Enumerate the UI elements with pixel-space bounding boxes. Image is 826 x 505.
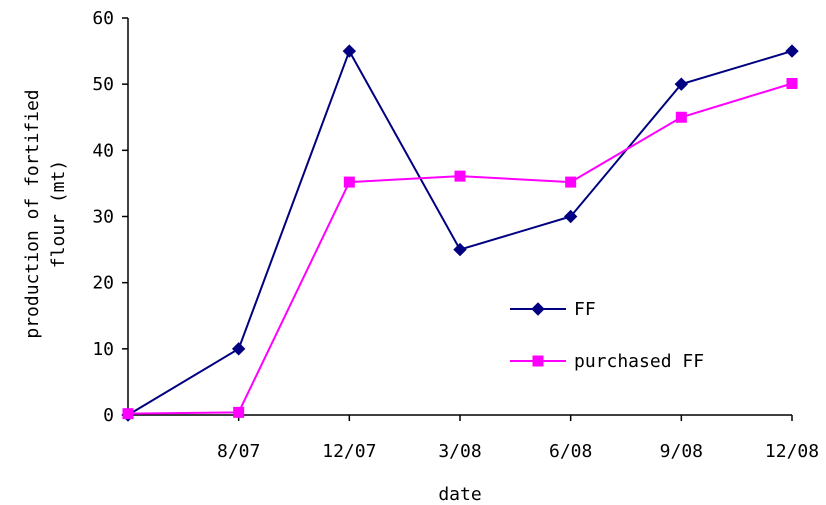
legend-item: FF xyxy=(510,299,596,320)
x-tick-label: 8/07 xyxy=(217,441,260,462)
data-point xyxy=(785,44,799,58)
x-tick-label: 12/08 xyxy=(765,441,819,462)
data-point xyxy=(454,170,466,182)
legend-item: purchased FF xyxy=(510,351,704,372)
data-point xyxy=(231,342,246,356)
legend-label: purchased FF xyxy=(574,351,704,372)
y-tick-label: 10 xyxy=(92,339,114,360)
data-point xyxy=(343,176,355,188)
y-axis-title-line-2: flour (mt) xyxy=(48,160,69,268)
x-tick-label: 3/08 xyxy=(438,441,481,462)
data-point xyxy=(786,78,798,90)
legend-marker xyxy=(531,302,545,316)
data-point xyxy=(233,406,245,418)
series-1 xyxy=(122,78,798,420)
legend-marker xyxy=(532,355,544,367)
x-tick-label: 9/08 xyxy=(660,441,703,462)
y-axis-title-line-1: production of fortified xyxy=(22,89,43,338)
x-axis-ticks: 8/07 12/07 3/08 6/08 9/08 12/08 xyxy=(127,415,819,462)
legend-label: FF xyxy=(574,299,596,320)
data-point xyxy=(122,408,134,420)
y-tick-label: 0 xyxy=(103,405,114,426)
legend: FF purchased FF xyxy=(510,299,704,372)
data-point xyxy=(675,111,687,123)
x-axis-title: date xyxy=(438,484,481,505)
series-layer xyxy=(121,44,799,422)
y-tick-label: 50 xyxy=(92,74,114,95)
y-tick-label: 30 xyxy=(92,207,114,228)
y-tick-label: 60 xyxy=(92,8,114,29)
data-point xyxy=(563,209,578,224)
x-tick-label: 6/08 xyxy=(549,441,592,462)
y-tick-label: 20 xyxy=(92,273,114,294)
y-axis-ticks: 0 10 20 30 40 50 60 xyxy=(92,8,128,426)
y-tick-label: 40 xyxy=(92,140,114,161)
data-point xyxy=(342,44,357,58)
y-axis-title: production of fortified flour (mt) xyxy=(22,89,69,338)
data-point xyxy=(453,242,467,257)
x-tick-label: 12/07 xyxy=(322,441,376,462)
data-point xyxy=(674,77,689,91)
data-point xyxy=(565,176,577,188)
